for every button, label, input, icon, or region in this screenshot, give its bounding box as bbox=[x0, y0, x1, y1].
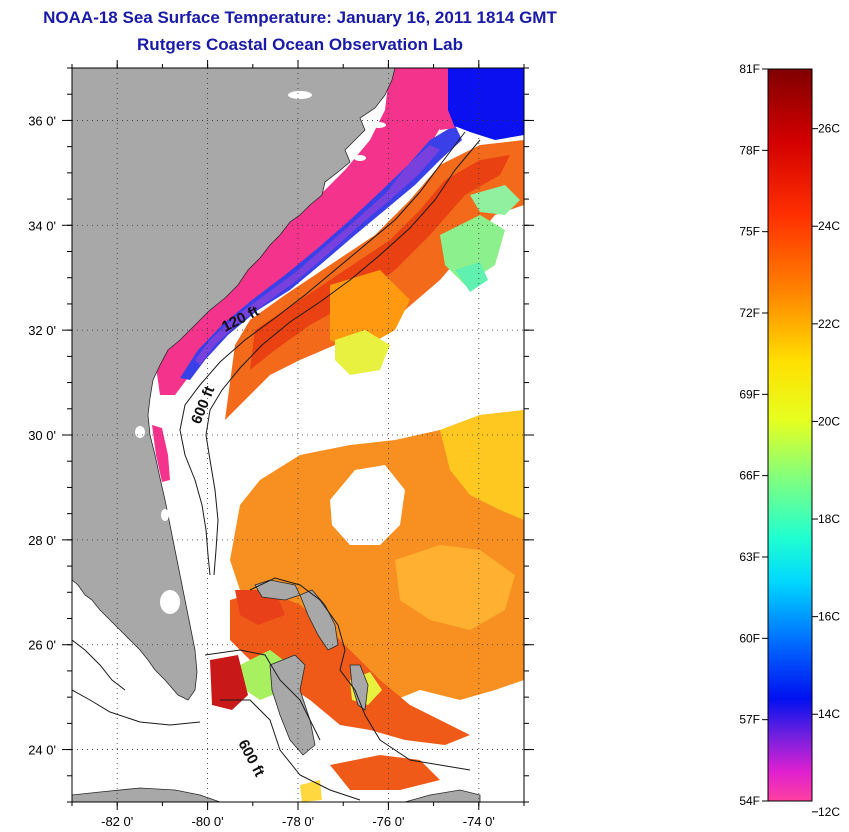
cold-region-ne bbox=[445, 68, 524, 140]
colorbar-f-label: 60F bbox=[739, 631, 760, 645]
map-plot-area: 120 ft 600 ft 600 ft bbox=[72, 68, 524, 802]
colorbar-scale bbox=[767, 68, 813, 802]
contour-bahamas-2 bbox=[220, 699, 361, 801]
cloud-gap bbox=[330, 465, 405, 545]
colorbar-c-label: 14C bbox=[818, 707, 840, 721]
colorbar-ticks: 81F 78F 75F 72F 69F 66F 63F 60F 57F 54F 26C 24C 22C 2… bbox=[739, 62, 840, 819]
lake-5 bbox=[370, 122, 386, 128]
lat-label: 36 0' bbox=[28, 113, 56, 128]
colorbar-c-label: 12C bbox=[818, 805, 840, 819]
colorbar-f-label: 78F bbox=[739, 143, 760, 157]
lake-4 bbox=[354, 155, 366, 161]
land bbox=[72, 68, 481, 802]
south-strip bbox=[330, 755, 440, 790]
colorbar-c-label: 22C bbox=[818, 317, 840, 331]
lake-okeechobee bbox=[160, 590, 180, 614]
green-patch-2 bbox=[470, 185, 520, 215]
cuba-east-edge bbox=[404, 789, 481, 802]
lon-label: -82 0' bbox=[101, 814, 133, 829]
green-patch-3 bbox=[455, 262, 488, 292]
green-patch-1 bbox=[440, 215, 505, 285]
lake-3 bbox=[288, 91, 312, 99]
colorbar-f-label: 66F bbox=[739, 469, 760, 483]
cuba-north-sst bbox=[300, 780, 322, 802]
graticule bbox=[72, 68, 524, 802]
gulf-stream-core bbox=[250, 155, 510, 370]
cold-band-purple-edge bbox=[195, 145, 440, 365]
lake-1 bbox=[161, 509, 169, 521]
lat-label: 32 0' bbox=[28, 323, 56, 338]
colorbar-f-label: 75F bbox=[739, 225, 760, 239]
andros-island bbox=[269, 654, 316, 756]
contour-bahamas-1 bbox=[249, 577, 471, 771]
sst-field bbox=[152, 68, 524, 802]
southern-sst-orange2 bbox=[395, 545, 515, 630]
lon-label: -80 0' bbox=[192, 814, 224, 829]
colorbar-c-label: 24C bbox=[818, 219, 840, 233]
lon-label: -78 0' bbox=[282, 814, 314, 829]
colorbar-f-label: 54F bbox=[739, 794, 760, 808]
contour-120ft bbox=[179, 131, 466, 576]
lat-label: 28 0' bbox=[28, 533, 56, 548]
colorbar-f-label: 69F bbox=[739, 387, 760, 401]
contour-600ft bbox=[205, 139, 481, 576]
colorbar: 81F 78F 75F 72F 69F 66F 63F 60F 57F 54F 26C 24C 22C 2… bbox=[739, 62, 840, 819]
lat-label: 30 0' bbox=[28, 428, 56, 443]
map-axes: -82 0' -80 0' -78 0' -76 0' -74 0' 36 0' 34 0'… bbox=[28, 60, 534, 829]
southern-sst-yellow bbox=[440, 410, 524, 520]
coastal-cold-band bbox=[155, 68, 445, 395]
lon-label: -76 0' bbox=[372, 814, 404, 829]
colorbar-f-label: 63F bbox=[739, 550, 760, 564]
florida-coastal-cold bbox=[152, 425, 170, 482]
cuba-edge bbox=[72, 787, 221, 802]
lake-2 bbox=[135, 426, 145, 438]
eleuthera-island bbox=[349, 664, 369, 711]
offshore-orange bbox=[330, 270, 410, 350]
colorbar-f-label: 81F bbox=[739, 62, 760, 76]
bahamas-red-patch bbox=[210, 655, 248, 710]
yellow-patch-1 bbox=[335, 330, 390, 375]
cold-region-ne-edge bbox=[430, 68, 455, 130]
lon-label: -74 0' bbox=[463, 814, 495, 829]
lat-label: 24 0' bbox=[28, 743, 56, 758]
contour-florida-keys bbox=[72, 689, 201, 726]
map-title: NOAA-18 Sea Surface Temperature: January… bbox=[43, 8, 557, 27]
map-subtitle: Rutgers Coastal Ocean Observation Lab bbox=[137, 35, 463, 54]
bathymetry-contours bbox=[72, 131, 481, 801]
lat-label: 34 0' bbox=[28, 218, 56, 233]
colorbar-c-label: 26C bbox=[818, 122, 840, 136]
colorbar-f-label: 57F bbox=[739, 713, 760, 727]
colorbar-c-label: 16C bbox=[818, 610, 840, 624]
contour-bahamas-3 bbox=[204, 649, 321, 741]
colorbar-c-label: 18C bbox=[818, 512, 840, 526]
us-mainland bbox=[72, 68, 396, 701]
colorbar-f-label: 72F bbox=[739, 306, 760, 320]
lat-label: 26 0' bbox=[28, 638, 56, 653]
colorbar-c-label: 20C bbox=[818, 414, 840, 428]
contour-florida-west bbox=[72, 639, 126, 691]
